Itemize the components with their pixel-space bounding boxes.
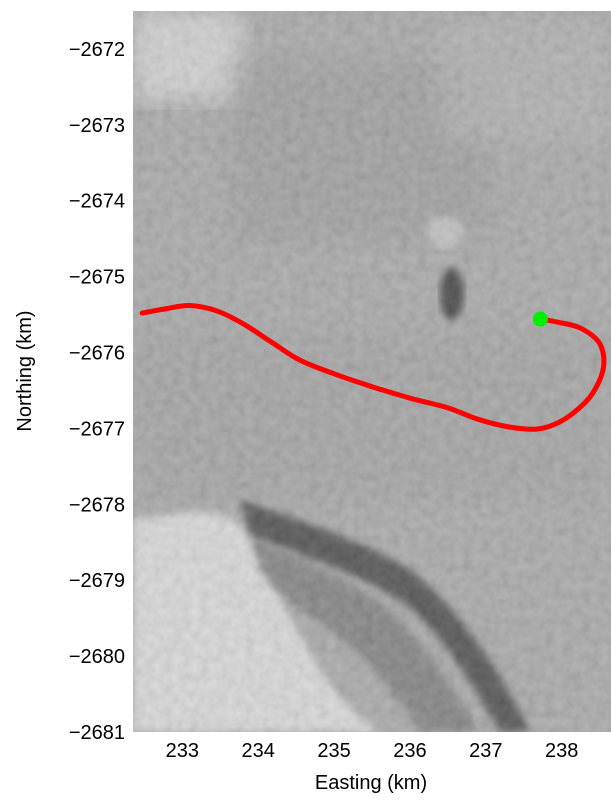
marker-layer [533, 312, 548, 327]
y-tick-label: −2674 [69, 191, 125, 213]
satellite-image [133, 11, 611, 732]
y-tick-label: −2676 [69, 343, 125, 365]
x-tick-label: 236 [393, 740, 426, 762]
y-tick-label: −2681 [69, 722, 125, 744]
x-axis-ticks: 233 234 235 236 237 238 [166, 740, 579, 762]
y-tick-label: −2672 [69, 39, 125, 61]
x-tick-label: 237 [469, 740, 502, 762]
y-tick-label: −2678 [69, 494, 125, 516]
y-tick-label: −2680 [69, 646, 125, 668]
y-axis-ticks: −2672 −2673 −2674 −2675 −2676 −2677 −2678 −2679… [69, 39, 125, 744]
x-tick-label: 234 [242, 740, 275, 762]
y-tick-label: −2679 [69, 570, 125, 592]
x-tick-label: 238 [545, 740, 578, 762]
y-tick-label: −2675 [69, 267, 125, 289]
y-tick-label: −2677 [69, 418, 125, 440]
start-point-marker [533, 312, 548, 327]
x-tick-label: 235 [317, 740, 350, 762]
y-axis-label: Northing (km) [14, 310, 36, 431]
x-tick-label: 233 [166, 740, 199, 762]
x-axis-label: Easting (km) [315, 772, 427, 794]
y-tick-label: −2673 [69, 115, 125, 137]
